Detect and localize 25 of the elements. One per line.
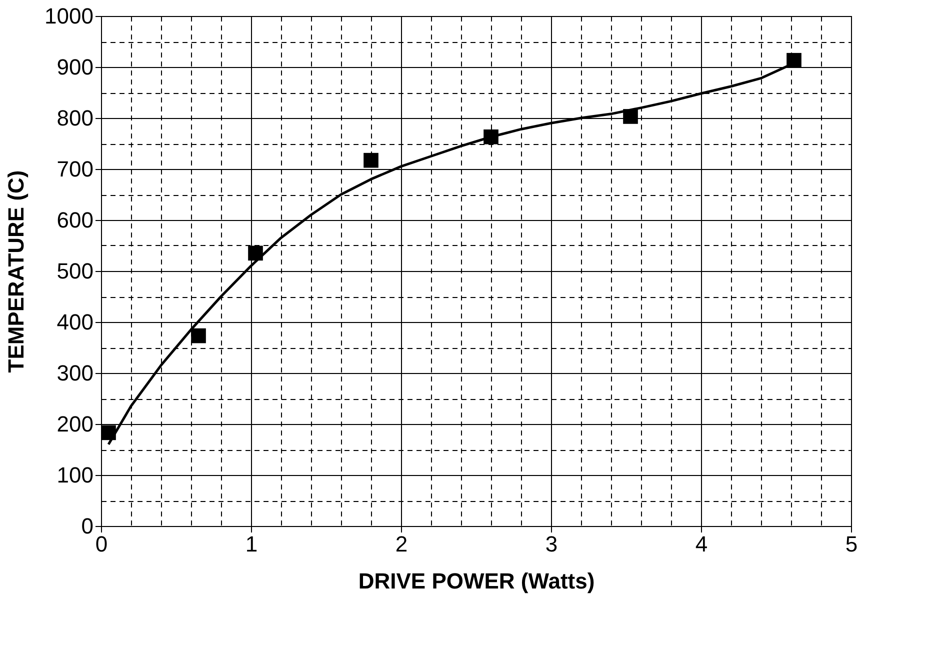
x-tick-label: 1 xyxy=(245,532,258,556)
point xyxy=(364,152,378,168)
x-tick-label: 2 xyxy=(395,532,408,556)
y-tick-label: 900 xyxy=(56,54,94,80)
point xyxy=(101,425,116,440)
point xyxy=(248,246,263,261)
point xyxy=(786,52,802,68)
point xyxy=(623,109,638,124)
y-tick-label: 500 xyxy=(56,258,94,284)
x-tick-label: 5 xyxy=(845,532,858,556)
x-axis-title: DRIVE POWER (Watts) xyxy=(358,568,595,594)
point xyxy=(191,328,206,344)
y-tick-label: 600 xyxy=(56,208,94,232)
y-axis-title: TEMPERATURE (C) xyxy=(4,170,29,373)
y-tick-label: 200 xyxy=(56,412,94,436)
y-tick-label: 0 xyxy=(81,514,94,538)
y-tick-label: 100 xyxy=(56,462,94,488)
y-tick-label: 1000 xyxy=(44,4,94,28)
x-tick-label: 3 xyxy=(545,532,558,556)
y-tick-label: 700 xyxy=(56,156,94,182)
y-tick-label: 800 xyxy=(56,106,94,130)
y-tick-label: 300 xyxy=(56,360,94,386)
y-tick-label: 400 xyxy=(56,310,94,334)
point xyxy=(484,129,498,144)
x-tick-label: 4 xyxy=(695,532,708,556)
